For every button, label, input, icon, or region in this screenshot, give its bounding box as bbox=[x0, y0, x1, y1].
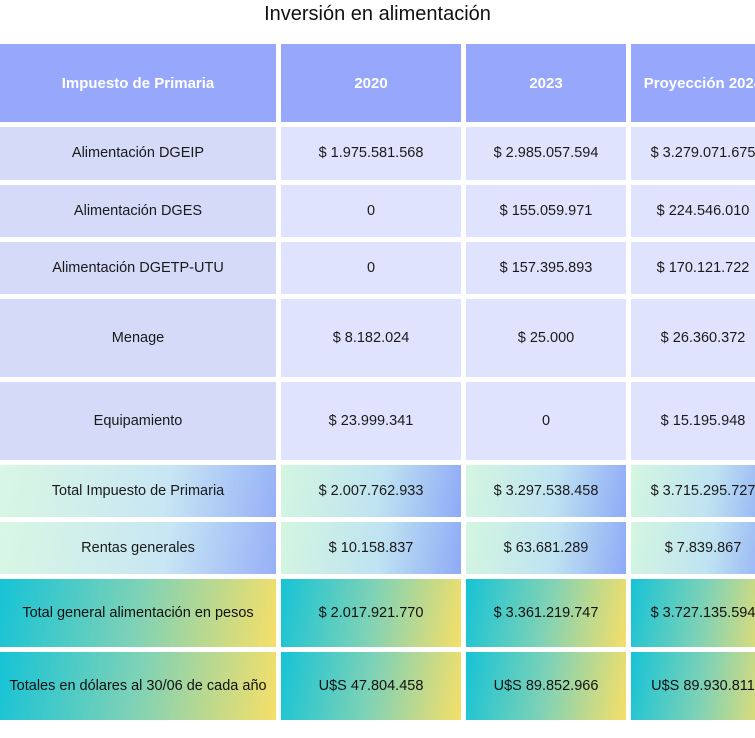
cell-2024: $ 7.839.867 bbox=[631, 522, 755, 574]
table-row: Alimentación DGETP-UTU 0 $ 157.395.893 $… bbox=[0, 242, 755, 294]
column-header-2020: 2020 bbox=[281, 44, 461, 122]
row-label: Totales en dólares al 30/06 de cada año bbox=[0, 652, 276, 720]
row-label: Equipamiento bbox=[0, 382, 276, 460]
cell-2023: U$S 89.852.966 bbox=[466, 652, 626, 720]
cell-2023: $ 157.395.893 bbox=[466, 242, 626, 294]
table-row: Rentas generales $ 10.158.837 $ 63.681.2… bbox=[0, 522, 755, 574]
table-row: Alimentación DGEIP $ 1.975.581.568 $ 2.9… bbox=[0, 127, 755, 180]
table-row: Total Impuesto de Primaria $ 2.007.762.9… bbox=[0, 465, 755, 517]
cell-2024: U$S 89.930.811 bbox=[631, 652, 755, 720]
row-label: Total general alimentación en pesos bbox=[0, 579, 276, 647]
row-label: Total Impuesto de Primaria bbox=[0, 465, 276, 517]
cell-2024: $ 15.195.948 bbox=[631, 382, 755, 460]
table-row: Menage $ 8.182.024 $ 25.000 $ 26.360.372 bbox=[0, 299, 755, 377]
cell-2023: 0 bbox=[466, 382, 626, 460]
row-label: Alimentación DGES bbox=[0, 185, 276, 237]
investment-table: Impuesto de Primaria 2020 2023 Proyecció… bbox=[0, 39, 755, 725]
cell-2024: $ 170.121.722 bbox=[631, 242, 755, 294]
cell-2020: 0 bbox=[281, 185, 461, 237]
table-row: Equipamiento $ 23.999.341 0 $ 15.195.948 bbox=[0, 382, 755, 460]
cell-2020: $ 2.007.762.933 bbox=[281, 465, 461, 517]
cell-2024: $ 3.715.295.727 bbox=[631, 465, 755, 517]
cell-2024: $ 3.727.135.594 bbox=[631, 579, 755, 647]
cell-2024: $ 3.279.071.675 bbox=[631, 127, 755, 180]
row-label: Alimentación DGETP-UTU bbox=[0, 242, 276, 294]
table-header-row: Impuesto de Primaria 2020 2023 Proyecció… bbox=[0, 44, 755, 122]
row-label: Menage bbox=[0, 299, 276, 377]
column-header-2023: 2023 bbox=[466, 44, 626, 122]
cell-2023: $ 2.985.057.594 bbox=[466, 127, 626, 180]
cell-2020: $ 1.975.581.568 bbox=[281, 127, 461, 180]
cell-2023: $ 63.681.289 bbox=[466, 522, 626, 574]
chart-title: Inversión en alimentación bbox=[264, 3, 491, 25]
cell-2020: $ 2.017.921.770 bbox=[281, 579, 461, 647]
cell-2023: $ 3.361.219.747 bbox=[466, 579, 626, 647]
cell-2023: $ 3.297.538.458 bbox=[466, 465, 626, 517]
cell-2023: $ 155.059.971 bbox=[466, 185, 626, 237]
cell-2020: U$S 47.804.458 bbox=[281, 652, 461, 720]
column-header-concept: Impuesto de Primaria bbox=[0, 44, 276, 122]
cell-2024: $ 26.360.372 bbox=[631, 299, 755, 377]
cell-2020: 0 bbox=[281, 242, 461, 294]
row-label: Alimentación DGEIP bbox=[0, 127, 276, 180]
table-row: Total general alimentación en pesos $ 2.… bbox=[0, 579, 755, 647]
table-row: Alimentación DGES 0 $ 155.059.971 $ 224.… bbox=[0, 185, 755, 237]
row-label: Rentas generales bbox=[0, 522, 276, 574]
cell-2020: $ 8.182.024 bbox=[281, 299, 461, 377]
column-header-2024: Proyección 2024 bbox=[631, 44, 755, 122]
cell-2024: $ 224.546.010 bbox=[631, 185, 755, 237]
table-row: Totales en dólares al 30/06 de cada año … bbox=[0, 652, 755, 720]
cell-2023: $ 25.000 bbox=[466, 299, 626, 377]
cell-2020: $ 10.158.837 bbox=[281, 522, 461, 574]
cell-2020: $ 23.999.341 bbox=[281, 382, 461, 460]
